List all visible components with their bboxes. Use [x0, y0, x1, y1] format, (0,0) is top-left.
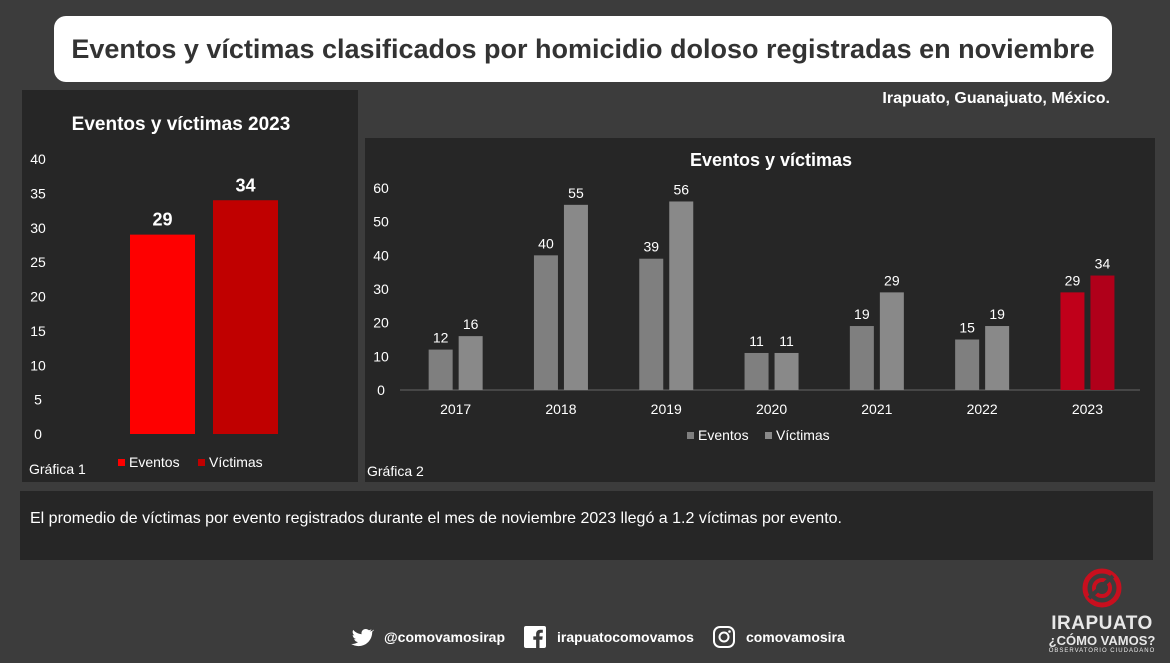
chart2-bar-víctimas-2023: [1090, 275, 1115, 390]
chart2-data-label: 19: [854, 306, 870, 322]
social-footer: @comovamosirap irapuatocomovamos comovam…: [350, 625, 845, 649]
chart2-data-label: 19: [989, 306, 1005, 322]
chart2-bar-víctimas-2017: [458, 336, 483, 390]
chart2-bar-víctimas-2022: [985, 326, 1010, 390]
chart-panel-history: Eventos y víctimas 0 10 20 30 40 50 60 12 16 2017 4…: [365, 138, 1155, 482]
chart2-xtick: 2017: [440, 401, 471, 417]
chart2-xtick: 2023: [1072, 401, 1103, 417]
chart2-data-label: 16: [463, 316, 479, 332]
chart2-legend-swatch: [687, 432, 694, 439]
chart2-data-label: 12: [433, 330, 449, 346]
title-banner: Eventos y víctimas clasificados por homi…: [54, 16, 1112, 82]
chart1-legend-swatch: [118, 459, 125, 466]
chart1-data-label: 34: [235, 175, 255, 195]
chart2-ytick: 30: [373, 281, 389, 297]
chart2-data-label: 39: [643, 239, 659, 255]
chart2-ytick: 0: [377, 382, 385, 398]
chart-history: Eventos y víctimas 0 10 20 30 40 50 60 12 16 2017 4…: [367, 150, 1140, 479]
chart1-data-label: 29: [152, 210, 172, 230]
facebook-icon[interactable]: [523, 625, 547, 649]
facebook-handle[interactable]: irapuatocomovamos: [557, 629, 694, 645]
chart2-title: Eventos y víctimas: [690, 150, 852, 170]
chart1-legend-label: Víctimas: [209, 454, 263, 470]
chart2-bar-eventos-2022: [955, 339, 980, 390]
chart2-xtick: 2021: [861, 401, 892, 417]
chart2-ytick: 60: [373, 180, 389, 196]
chart2-ytick: 10: [373, 348, 389, 364]
chart1-ytick: 10: [30, 357, 46, 373]
chart2-xtick: 2022: [967, 401, 998, 417]
chart1-ytick: 15: [30, 323, 46, 339]
chart2-data-label: 15: [959, 320, 975, 336]
chart1-bar-víctimas: [213, 200, 278, 434]
chart1-bar-eventos: [130, 234, 195, 434]
chart1-title: Eventos y víctimas 2023: [72, 114, 291, 135]
chart2-caption: Gráfica 2: [367, 463, 424, 479]
chart1-ytick: 25: [30, 254, 46, 270]
instagram-handle[interactable]: comovamosira: [745, 629, 845, 645]
chart2-legend-label: Víctimas: [776, 427, 830, 443]
chart2-ytick: 50: [373, 214, 389, 230]
chart2-bar-víctimas-2019: [669, 201, 694, 390]
chart2-bar-víctimas-2018: [563, 204, 588, 390]
chart1-ytick: 35: [30, 185, 46, 201]
location-label: Irapuato, Guanajuato, México.: [882, 90, 1110, 107]
chart2-xtick: 2018: [545, 401, 576, 417]
logo-line3: OBSERVATORIO CIUDADANO: [1048, 648, 1156, 654]
chart-2023: Eventos y víctimas 2023 0 5 10 15 20 25 30 35 40 2…: [29, 114, 291, 477]
twitter-handle[interactable]: @comovamosirap: [384, 629, 506, 645]
chart2-data-label: 11: [749, 333, 764, 349]
chart2-bar-eventos-2019: [639, 258, 664, 390]
chart2-bar-eventos-2017: [428, 349, 453, 390]
twitter-icon[interactable]: [350, 625, 374, 649]
chart2-data-label: 55: [568, 185, 584, 201]
chart1-ytick: 5: [34, 392, 42, 408]
chart2-bar-eventos-2018: [533, 255, 558, 390]
chart2-data-label: 56: [673, 181, 689, 197]
chart1-legend-label: Eventos: [129, 454, 180, 470]
page-title: Eventos y víctimas clasificados por homi…: [71, 33, 1095, 64]
chart2-ytick: 40: [373, 247, 389, 263]
chart1-ytick: 0: [34, 426, 42, 442]
chart2-legend-swatch: [765, 432, 772, 439]
chart1-ytick: 30: [30, 220, 46, 236]
chart1-ytick: 40: [30, 151, 46, 167]
summary-note: El promedio de víctimas por evento regis…: [20, 491, 1153, 560]
chart2-bar-eventos-2020: [744, 352, 769, 390]
chart2-ytick: 20: [373, 315, 389, 331]
logo-swirl-icon: [1082, 568, 1122, 608]
chart2-bar-eventos-2023: [1060, 292, 1085, 390]
instagram-icon[interactable]: [712, 625, 736, 649]
chart2-xtick: 2020: [756, 401, 787, 417]
chart2-bar-víctimas-2021: [879, 292, 904, 390]
chart1-caption: Gráfica 1: [29, 461, 86, 477]
chart1-ytick: 20: [30, 289, 46, 305]
chart2-xtick: 2019: [651, 401, 682, 417]
chart-panel-2023: Eventos y víctimas 2023 0 5 10 15 20 25 30 35 40 2…: [22, 90, 358, 482]
chart2-legend-label: Eventos: [698, 427, 749, 443]
chart2-data-label: 34: [1095, 256, 1111, 272]
chart2-bar-eventos-2021: [849, 326, 874, 390]
chart2-data-label: 11: [779, 333, 794, 349]
chart2-data-label: 29: [884, 272, 900, 288]
chart1-legend-swatch: [198, 459, 205, 466]
logo-line1: IRAPUATO: [1051, 613, 1153, 634]
chart2-data-label: 40: [538, 235, 554, 251]
chart2-data-label: 29: [1065, 272, 1081, 288]
irapuato-logo: IRAPUATO ¿CÓMO VAMOS? OBSERVATORIO CIUDA…: [1042, 568, 1162, 658]
chart2-bar-víctimas-2020: [774, 352, 799, 390]
logo-line2: ¿CÓMO VAMOS?: [1048, 633, 1156, 648]
summary-text: El promedio de víctimas por evento regis…: [30, 510, 842, 527]
